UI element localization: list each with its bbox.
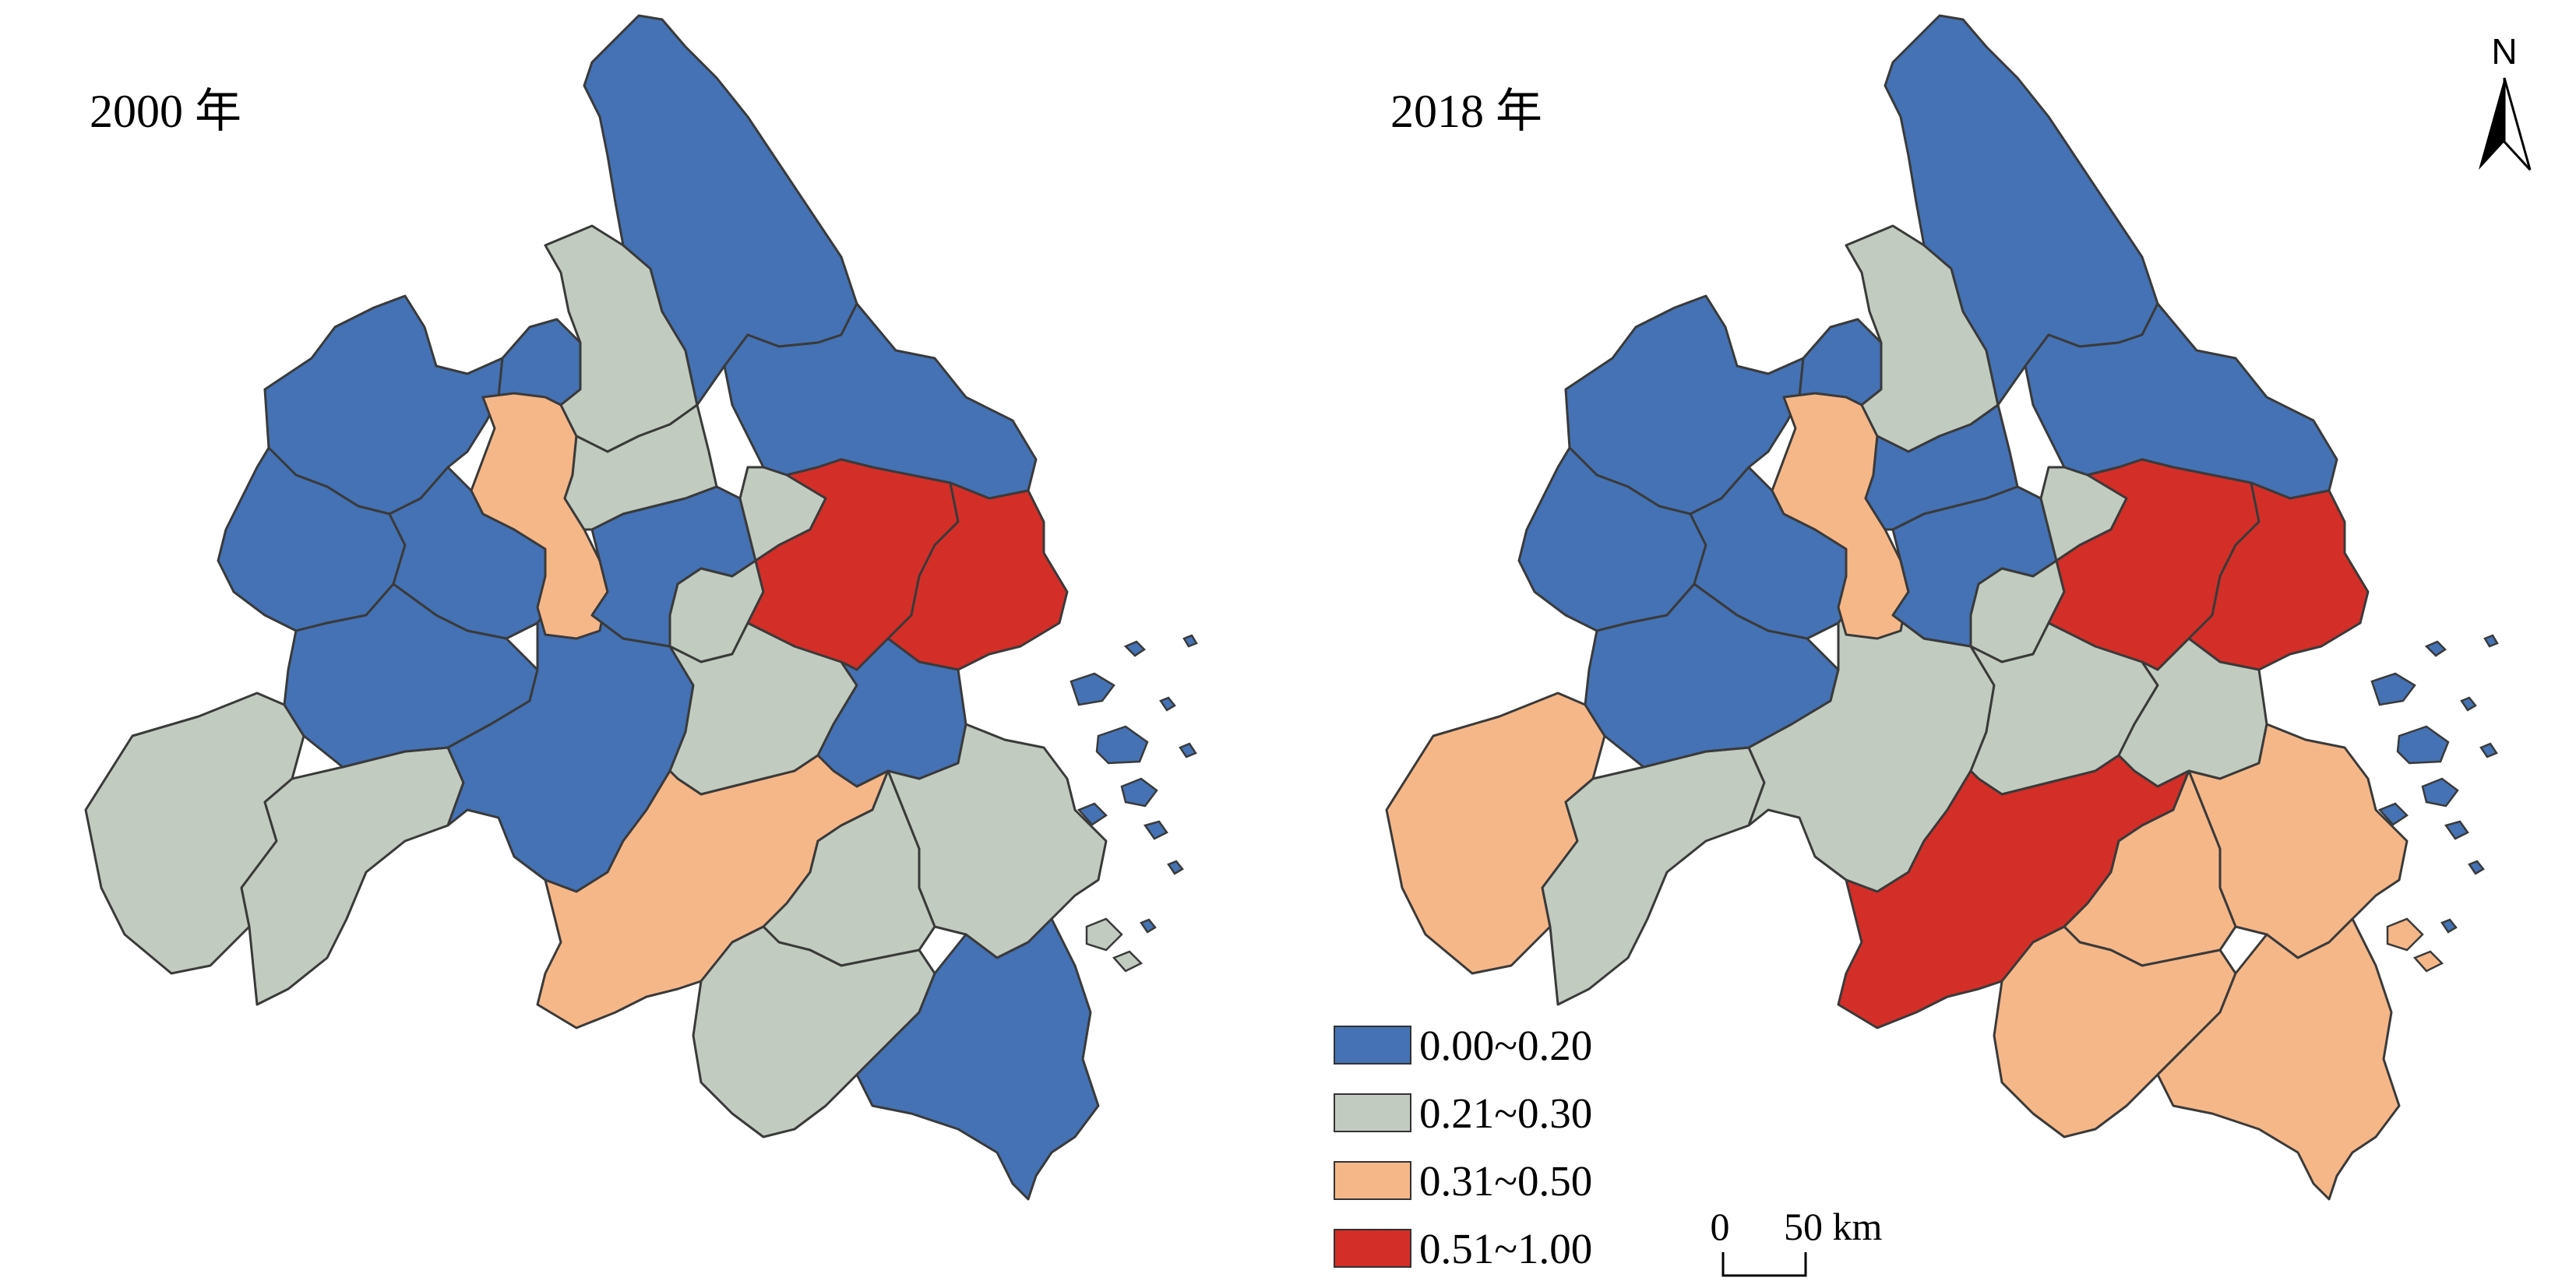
legend-label: 0.31~0.50 xyxy=(1419,1157,1592,1205)
legend-label: 0.51~1.00 xyxy=(1419,1225,1592,1272)
region xyxy=(855,917,1100,1201)
map-2000: 2000 年 xyxy=(84,14,1198,1201)
map-title: 2000 年 xyxy=(90,86,241,137)
legend-item: 0.00~0.20 xyxy=(1334,1022,1592,1069)
legend-item: 0.21~0.30 xyxy=(1334,1089,1592,1137)
north-arrow: N xyxy=(2479,31,2532,171)
legend-swatch xyxy=(1334,1161,1411,1200)
legend-item: 0.51~1.00 xyxy=(1334,1225,1592,1272)
north-arrow-outline-icon xyxy=(2503,77,2532,171)
north-label: N xyxy=(2491,31,2517,72)
region xyxy=(497,318,582,406)
legend: 0.00~0.20 0.21~0.30 0.31~0.50 0.51~1.00 xyxy=(1334,1022,1592,1272)
legend-item: 0.31~0.50 xyxy=(1334,1157,1592,1205)
legend-swatch xyxy=(1334,1229,1411,1268)
region xyxy=(2156,917,2401,1201)
legend-label: 0.21~0.30 xyxy=(1419,1089,1592,1137)
region xyxy=(2187,481,2370,671)
scale-bar: 0 50 km xyxy=(1711,1205,1883,1277)
map-title: 2018 年 xyxy=(1390,86,1542,137)
map-2018: 2018 年 N xyxy=(1385,14,2532,1201)
scale-bar-line xyxy=(1721,1252,1807,1277)
north-arrow-icon xyxy=(2479,78,2504,170)
legend-label: 0.00~0.20 xyxy=(1419,1022,1592,1069)
region xyxy=(886,481,1069,671)
scale-start-label: 0 xyxy=(1711,1205,1730,1248)
legend-swatch xyxy=(1334,1026,1411,1065)
legend-swatch xyxy=(1334,1093,1411,1132)
region xyxy=(1798,318,1883,406)
scale-end-label: 50 km xyxy=(1784,1205,1883,1248)
